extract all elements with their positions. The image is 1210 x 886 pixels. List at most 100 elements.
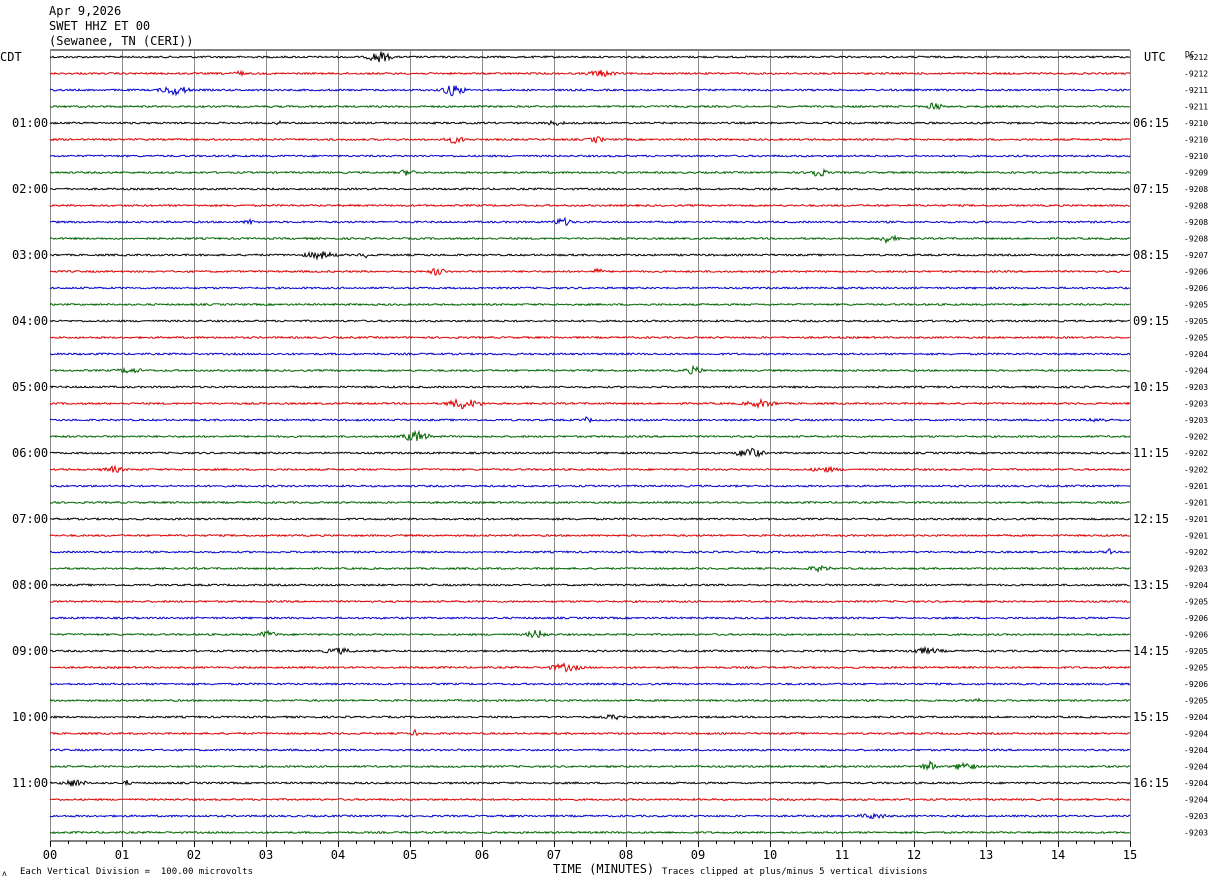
scale-note: Each Vertical Division = 100.00 microvol… <box>20 867 253 877</box>
dc-offset-label: -9210 <box>1184 119 1208 128</box>
dc-offset-label: -9204 <box>1184 746 1208 755</box>
dc-label: DC <box>1185 50 1195 59</box>
dc-offset-label: -9204 <box>1184 581 1208 590</box>
dc-offset-label: -9211 <box>1184 86 1208 95</box>
x-tick-label: 09 <box>691 848 705 862</box>
corner-mark: ᴧ <box>2 869 7 878</box>
trace-line <box>49 748 1131 752</box>
trace-line <box>49 216 1131 226</box>
trace-line <box>49 697 1131 703</box>
trace-line <box>49 629 1131 639</box>
dc-offset-label: -9205 <box>1184 334 1208 343</box>
trace-line <box>49 645 1131 655</box>
left-hour-label: 06:00 <box>12 446 48 460</box>
dc-offset-label: -9208 <box>1184 235 1208 244</box>
x-tick-label: 08 <box>619 848 633 862</box>
x-tick-label: 06 <box>475 848 489 862</box>
trace-line <box>49 364 1131 375</box>
trace-line <box>49 416 1131 424</box>
dc-offset-label: -9208 <box>1184 185 1208 194</box>
dc-offset-label: -9211 <box>1184 103 1208 112</box>
trace-line <box>49 119 1131 126</box>
dc-offset-label: -9203 <box>1184 829 1208 838</box>
dc-offset-label: -9207 <box>1184 251 1208 260</box>
trace-line <box>49 187 1131 191</box>
trace-line <box>49 302 1131 307</box>
trace-line <box>49 250 1131 261</box>
left-hour-label: 05:00 <box>12 380 48 394</box>
trace-line <box>50 616 1131 620</box>
header-station: SWET HHZ ET 00 <box>49 19 151 33</box>
trace-line <box>49 500 1131 505</box>
right-hour-label: 09:15 <box>1133 314 1169 328</box>
dc-offset-label: -9206 <box>1184 631 1208 640</box>
header-date: Apr 9,2026 <box>49 4 122 18</box>
x-tick-label: 13 <box>979 848 993 862</box>
left-hour-label: 08:00 <box>12 578 48 592</box>
right-timezone-label: UTC <box>1144 50 1166 64</box>
x-tick-label: 14 <box>1051 848 1065 862</box>
dc-offset-label: -9201 <box>1184 499 1208 508</box>
dc-offset-label: -9205 <box>1184 301 1208 310</box>
left-hour-label: 03:00 <box>12 248 48 262</box>
x-tick-label: 05 <box>403 848 417 862</box>
trace-line <box>49 812 1131 820</box>
trace-line <box>50 352 1131 356</box>
x-tick-label: 02 <box>187 848 201 862</box>
dc-offset-label: -9206 <box>1184 680 1208 689</box>
trace-line <box>49 286 1131 290</box>
x-tick-label: 15 <box>1123 848 1137 862</box>
trace-line <box>49 533 1131 538</box>
dc-offset-label: -9204 <box>1184 367 1208 376</box>
trace-line <box>49 778 1131 787</box>
trace-line <box>49 583 1131 587</box>
dc-offset-label: -9204 <box>1184 713 1208 722</box>
clip-note: Traces clipped at plus/minus 5 vertical … <box>662 867 928 877</box>
dc-offset-label: -9212 <box>1184 70 1208 79</box>
dc-offset-label: -9205 <box>1184 647 1208 656</box>
trace-line <box>49 599 1131 604</box>
dc-offset-label: -9204 <box>1184 796 1208 805</box>
left-hour-label: 11:00 <box>12 776 48 790</box>
dc-offset-label: -9202 <box>1184 466 1208 475</box>
left-timezone-label: CDT <box>0 50 22 64</box>
trace-line <box>49 447 1131 458</box>
trace-line <box>49 385 1131 389</box>
dc-offset-label: -9210 <box>1184 152 1208 161</box>
x-tick-label: 01 <box>115 848 129 862</box>
right-hour-label: 14:15 <box>1133 644 1169 658</box>
trace-line <box>49 662 1131 673</box>
right-hour-label: 15:15 <box>1133 710 1169 724</box>
dc-offset-label: -9203 <box>1184 383 1208 392</box>
x-tick-label: 04 <box>331 848 345 862</box>
trace-line <box>49 69 1131 78</box>
dc-offset-label: -9204 <box>1184 763 1208 772</box>
dc-offset-label: -9208 <box>1184 218 1208 227</box>
dc-offset-label: -9210 <box>1184 136 1208 145</box>
trace-line <box>49 830 1131 835</box>
left-hour-label: 04:00 <box>12 314 48 328</box>
right-hour-label: 07:15 <box>1133 182 1169 196</box>
left-hour-label: 01:00 <box>12 116 48 130</box>
dc-offset-label: -9212 <box>1184 53 1208 62</box>
trace-line <box>49 102 1131 111</box>
left-hour-label: 09:00 <box>12 644 48 658</box>
right-hour-label: 11:15 <box>1133 446 1169 460</box>
header-location: (Sewanee, TN (CERI)) <box>49 34 194 48</box>
trace-line <box>49 267 1131 276</box>
right-hour-label: 06:15 <box>1133 116 1169 130</box>
trace-line <box>49 335 1131 340</box>
trace-line <box>49 51 1131 63</box>
trace-line <box>49 564 1131 574</box>
dc-offset-label: -9204 <box>1184 350 1208 359</box>
dc-offset-label: -9202 <box>1184 433 1208 442</box>
dc-offset-label: -9203 <box>1184 565 1208 574</box>
trace-line <box>49 168 1131 177</box>
dc-offset-label: -9203 <box>1184 400 1208 409</box>
dc-offset-label: -9204 <box>1184 730 1208 739</box>
trace-line <box>49 85 1131 97</box>
dc-offset-label: -9203 <box>1184 812 1208 821</box>
dc-offset-label: -9202 <box>1184 548 1208 557</box>
x-axis-label: TIME (MINUTES) <box>553 862 655 876</box>
